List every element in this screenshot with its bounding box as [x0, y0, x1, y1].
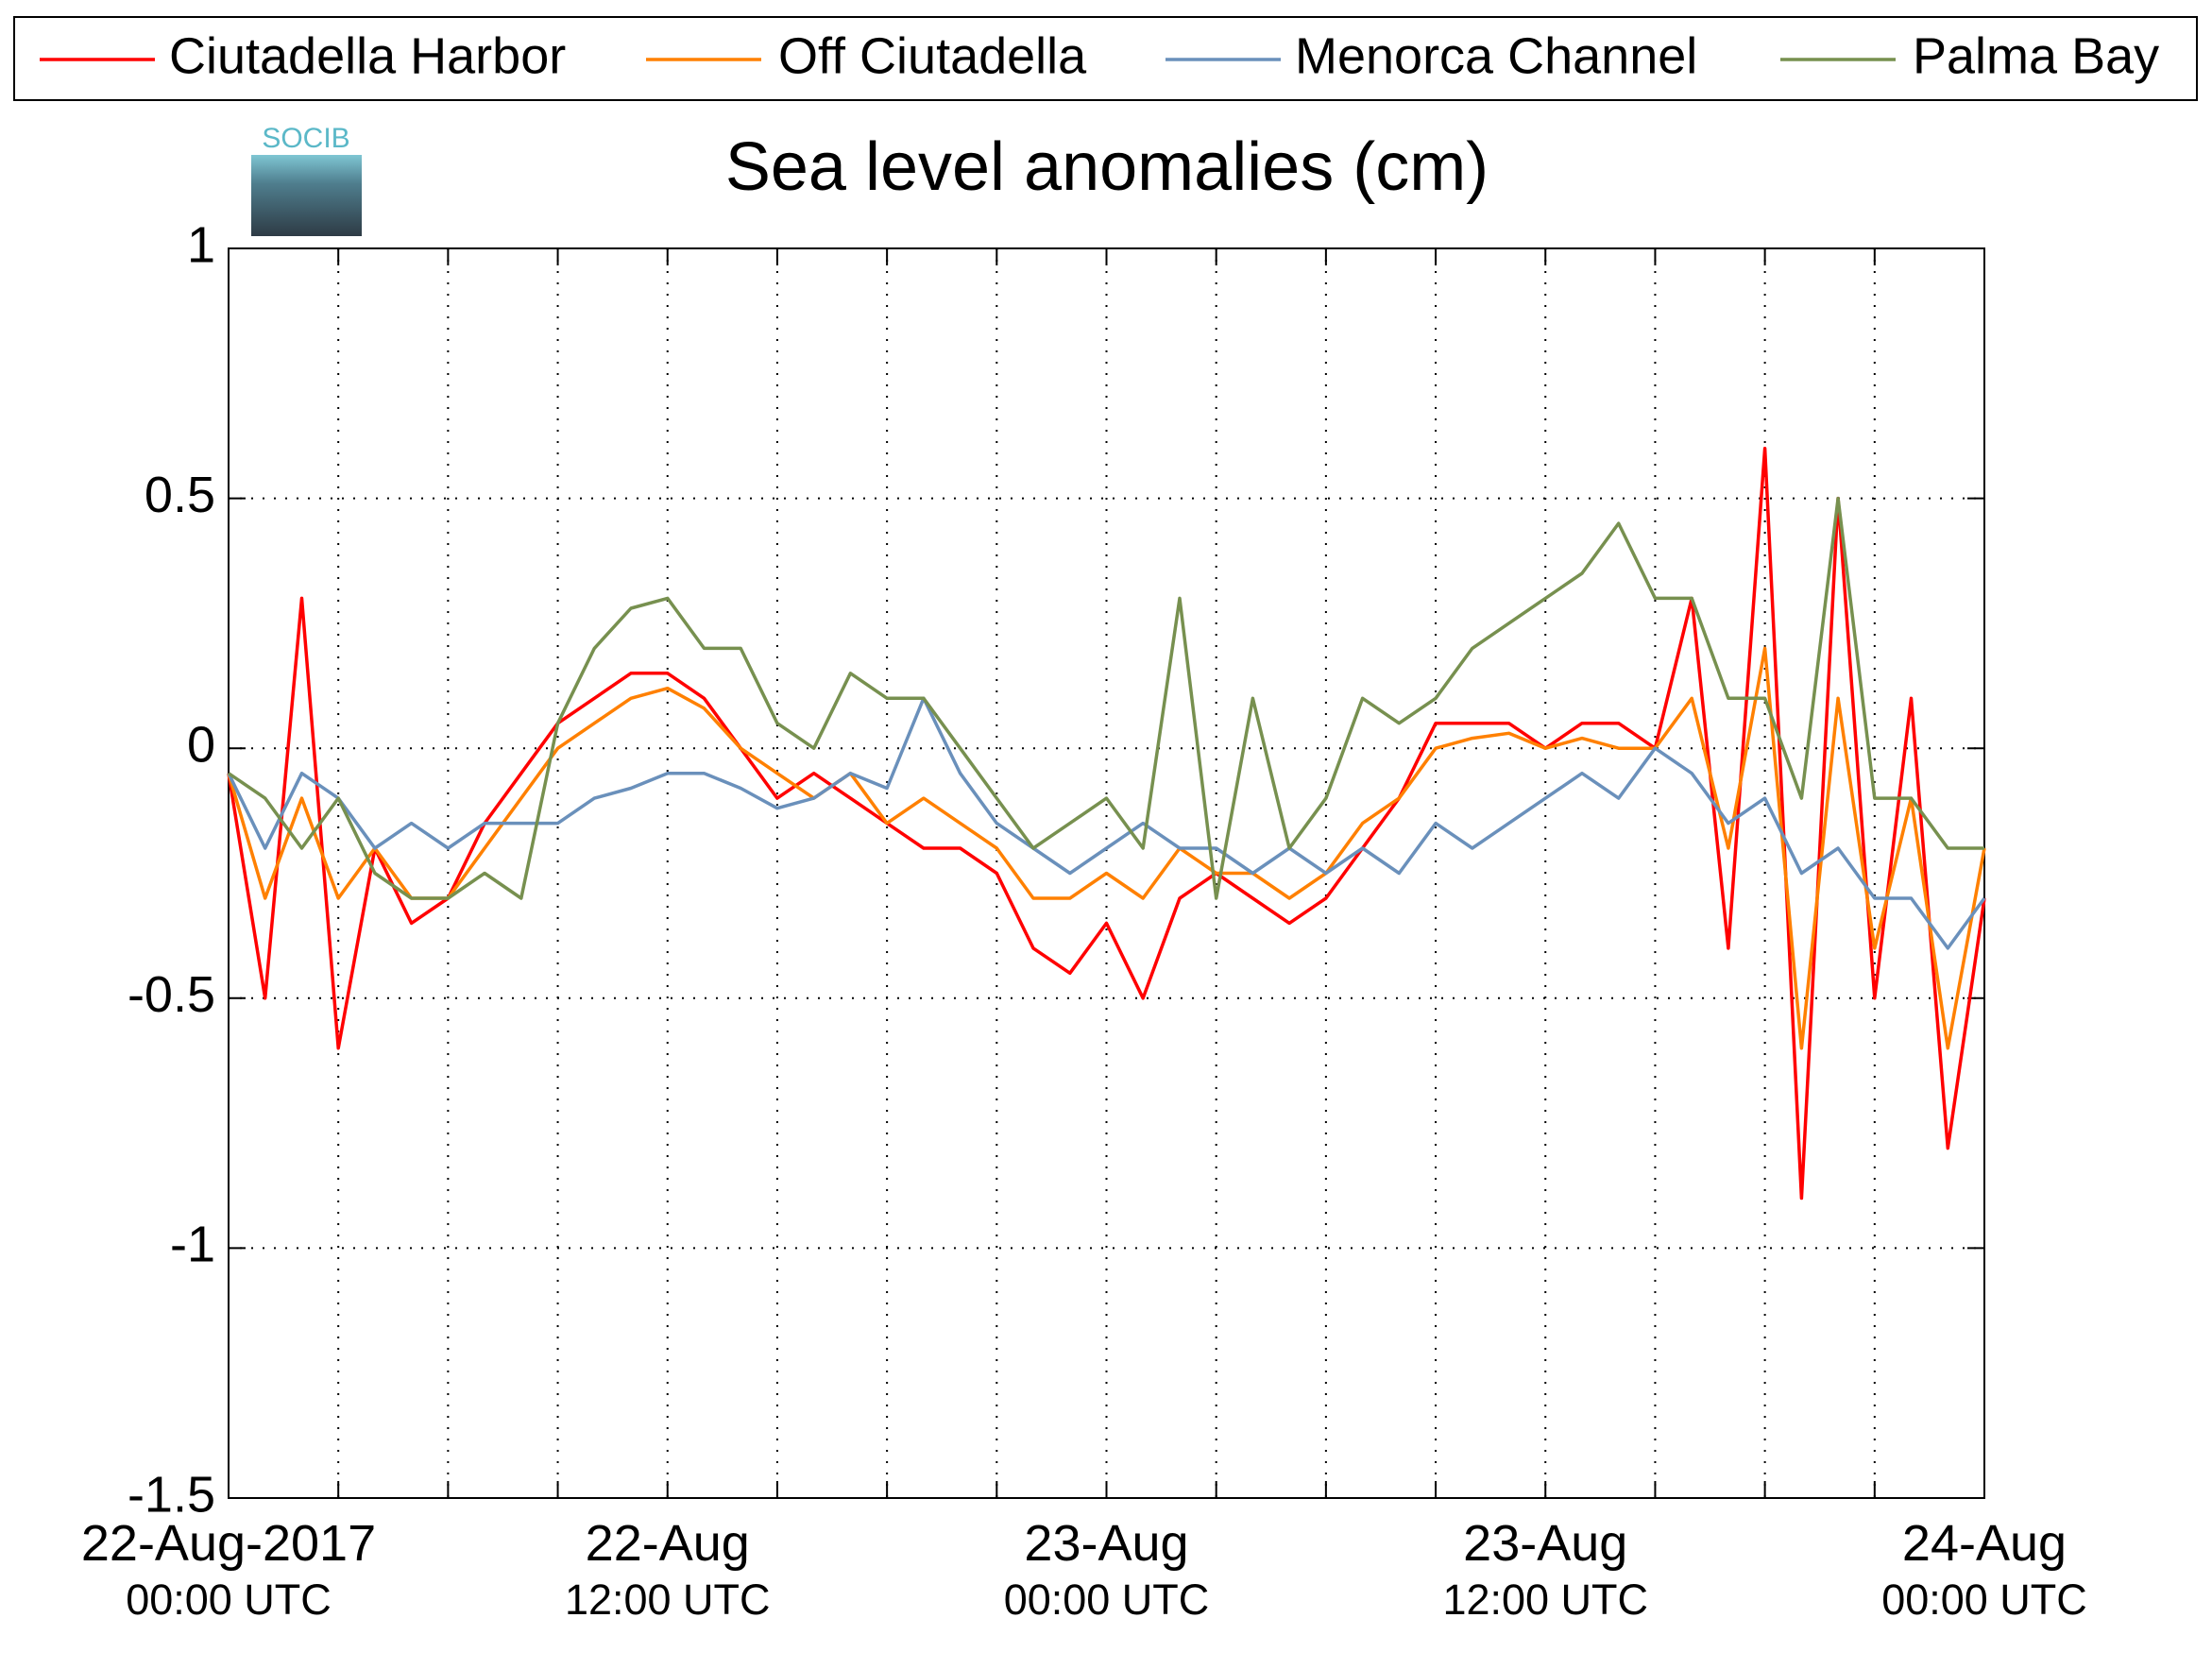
- legend-label: Palma Bay: [1913, 27, 2159, 84]
- y-tick-label: 0.5: [145, 467, 215, 523]
- x-tick-label: 23-Aug 00:00 UTC: [1004, 1515, 1210, 1624]
- x-tick-label: 23-Aug 12:00 UTC: [1442, 1515, 1648, 1624]
- series-line: [228, 496, 1984, 900]
- y-tick-label: -1.5: [128, 1466, 215, 1523]
- chart-title: Sea level anomalies (cm): [725, 129, 1489, 205]
- legend-label: Menorca Channel: [1295, 27, 1697, 84]
- x-tick-label: 22-Aug 12:00 UTC: [565, 1515, 771, 1624]
- series-line: [227, 696, 1986, 950]
- series-line: [227, 646, 1986, 1050]
- x-tick-label: 24-Aug 00:00 UTC: [1881, 1515, 2087, 1624]
- logo: [251, 155, 362, 236]
- y-tick-label: -1: [170, 1217, 215, 1273]
- x-tick-label: 22-Aug-2017 00:00 UTC: [81, 1515, 376, 1624]
- legend-label: Off Ciutadella: [778, 27, 1087, 84]
- y-tick-label: 1: [187, 216, 215, 273]
- y-tick-label: 0: [187, 716, 215, 773]
- y-tick-label: -0.5: [128, 966, 215, 1023]
- logo-text: SOCIB: [262, 123, 349, 154]
- legend-label: Ciutadella Harbor: [169, 27, 566, 84]
